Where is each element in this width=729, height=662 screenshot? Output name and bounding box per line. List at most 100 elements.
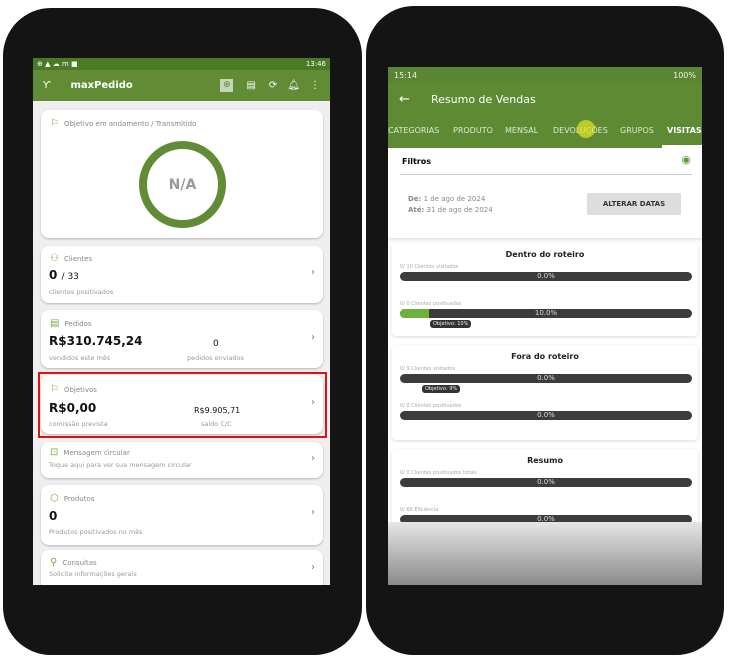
filters-panel: Filtros ◉ De: 1 de ago de 2024 Até: 31 d…: [388, 148, 702, 238]
status-time: 13:46: [305, 60, 326, 68]
date-to: Até: 31 de ago de 2024: [408, 206, 493, 214]
mensagem-caption: Toque aqui para ver sua mensagem circula…: [49, 461, 192, 469]
progress-text: 0.0%: [537, 478, 555, 486]
section-title: Fora do roteiro: [511, 352, 579, 361]
status-bar: ⊕ ▲ ☁ m ■ 13:46: [33, 58, 330, 70]
progress-text: 0.0%: [537, 272, 555, 280]
document-icon: ▤: [50, 318, 60, 329]
progress-bar: 0.0%: [400, 478, 692, 487]
card-title: Objetivo em andamento / Transmitido: [63, 119, 197, 128]
message-icon[interactable]: ▤: [246, 80, 256, 91]
produtos-caption: Produtos positivados no mês: [49, 528, 143, 536]
highlight-box: [38, 372, 327, 438]
pedidos-count: 0: [213, 339, 219, 349]
progress-fill: [400, 309, 430, 318]
to-value: 31 de ago de 2024: [426, 206, 493, 214]
chevron-right-icon: ›: [311, 267, 315, 278]
tab-visitas[interactable]: VISITAS: [667, 126, 702, 135]
progress-bar: 0.0%: [400, 411, 692, 420]
objetivos-value: R$0,00: [49, 401, 97, 415]
ring-value: N/A: [168, 176, 197, 193]
chevron-right-icon: ›: [311, 332, 315, 343]
target-icon[interactable]: ⊕: [220, 79, 234, 92]
from-label: De:: [408, 195, 422, 203]
progress-bar: 0.0%: [400, 272, 692, 281]
from-value: 1 de ago de 2024: [423, 195, 486, 203]
progress-text: 0.0%: [537, 515, 555, 523]
chevron-right-icon: ›: [311, 453, 315, 464]
chevron-right-icon: ›: [311, 397, 315, 408]
bell-icon[interactable]: 🔔︎: [287, 80, 300, 91]
to-label: Até:: [408, 206, 425, 214]
mensagem-card[interactable]: ⊡ Mensagem circular Toque aqui para ver s…: [41, 442, 323, 478]
box-icon: ⬡: [50, 493, 59, 504]
produtos-value: 0: [49, 509, 58, 523]
section-title: Resumo: [527, 456, 563, 465]
clientes-card[interactable]: ⚇ Clientes 0 / 33 clientes positivados ›: [41, 246, 323, 303]
saldo-caption: saldo C/C: [201, 420, 232, 428]
app-title: maxPedido: [70, 80, 133, 91]
date-from: De: 1 de ago de 2024: [408, 195, 485, 203]
filter-icon[interactable]: Ƴ: [43, 80, 51, 91]
status-time: 15:14: [394, 70, 418, 80]
section-card: Fora do roteiro 0/ 9 Clientes visitados 0.…: [392, 345, 698, 440]
consultas-card[interactable]: ⚲ Consultas Solicite informações gerais ›: [41, 550, 323, 585]
alterar-datas-button[interactable]: ALTERAR DATAS: [587, 193, 681, 215]
bar-label: 0/ 10 Clientes visitados: [400, 264, 459, 270]
clientes-total: / 33: [61, 272, 79, 282]
bar-label: 0/ 9 Clientes visitados: [400, 366, 456, 372]
card-title: Produtos: [63, 494, 95, 503]
card-title: Objetivos: [63, 385, 97, 394]
progress-text: 10.0%: [534, 309, 558, 317]
flag-icon: ⚐: [50, 384, 59, 395]
header: ← Resumo de Vendas CATEGORIAS PRODUTO ME…: [388, 83, 702, 148]
progress-bar: 0.0%: [400, 374, 692, 383]
clientes-caption: clientes positivados: [49, 288, 114, 296]
bar-label: 0/ 0 Clientes positivados totais: [400, 470, 478, 476]
bottom-fade: [388, 522, 702, 585]
card-title: Consultas: [62, 558, 97, 567]
bar-label: 0/ 66 Eficiência: [400, 507, 439, 513]
tab-mensal[interactable]: MENSAL: [505, 126, 539, 135]
flag-icon: ⚐: [50, 118, 59, 129]
status-bar: 15:14 100%: [388, 67, 702, 83]
pedidos-caption: vendidos este mês: [49, 354, 111, 362]
pedidos-card[interactable]: ▤ Pedidos R$310.745,24 vendidos este mês …: [41, 310, 323, 368]
progress-bar: 10.0%: [400, 309, 692, 318]
progress-bar: 0.0%: [400, 515, 692, 524]
divider: [400, 174, 692, 175]
card-title: Clientes: [63, 254, 93, 263]
progress-ring: N/A: [139, 141, 226, 228]
eye-icon[interactable]: ◉: [681, 153, 691, 166]
card-title: Mensagem circular: [63, 448, 130, 457]
chevron-right-icon: ›: [311, 562, 315, 573]
battery-level: 100%: [673, 70, 696, 80]
progress-text: 0.0%: [537, 411, 555, 419]
more-icon[interactable]: ⋮: [310, 80, 320, 91]
bar-label: 0/ 0 Clientes positivados: [400, 301, 462, 307]
pedidos-count-caption: pedidos enviados: [187, 354, 244, 362]
active-tab-indicator: [662, 145, 702, 148]
back-arrow-icon[interactable]: ←: [399, 92, 410, 107]
tab-produto[interactable]: PRODUTO: [453, 126, 493, 135]
objetivos-card[interactable]: ⚐ Objetivos R$0,00 comissão prevista R$9.…: [41, 375, 323, 434]
tab-categorias[interactable]: CATEGORIAS: [388, 126, 440, 135]
objective-progress-card: ⚐ Objetivo em andamento / Transmitido N/A: [41, 110, 323, 238]
sync-icon[interactable]: ⟳: [268, 80, 278, 91]
page-title: Resumo de Vendas: [431, 93, 536, 106]
app-bar: Ƴ maxPedido ⊕ ▤ ⟳ 🔔︎ ⋮: [33, 70, 330, 101]
progress-text: 0.0%: [537, 374, 555, 382]
consultas-caption: Solicite informações gerais: [49, 570, 137, 578]
section-card: Dentro do roteiro 0/ 10 Clientes visitado…: [392, 243, 698, 336]
right-screen: 15:14 100% ← Resumo de Vendas CATEGORIAS …: [388, 67, 702, 585]
produtos-card[interactable]: ⬡ Produtos 0 Produtos positivados no mês …: [41, 485, 323, 545]
tab-grupos[interactable]: GRUPOS: [620, 126, 654, 135]
chevron-right-icon: ›: [311, 507, 315, 518]
bar-label: 0/ 0 Clientes positivados: [400, 403, 462, 409]
saldo-value: R$9.905,71: [194, 406, 241, 415]
card-title: Pedidos: [64, 319, 92, 328]
users-icon: ⚇: [50, 253, 59, 264]
message-icon: ⊡: [50, 447, 59, 458]
cursor-highlight: [577, 120, 595, 138]
search-icon: ⚲: [50, 557, 58, 568]
